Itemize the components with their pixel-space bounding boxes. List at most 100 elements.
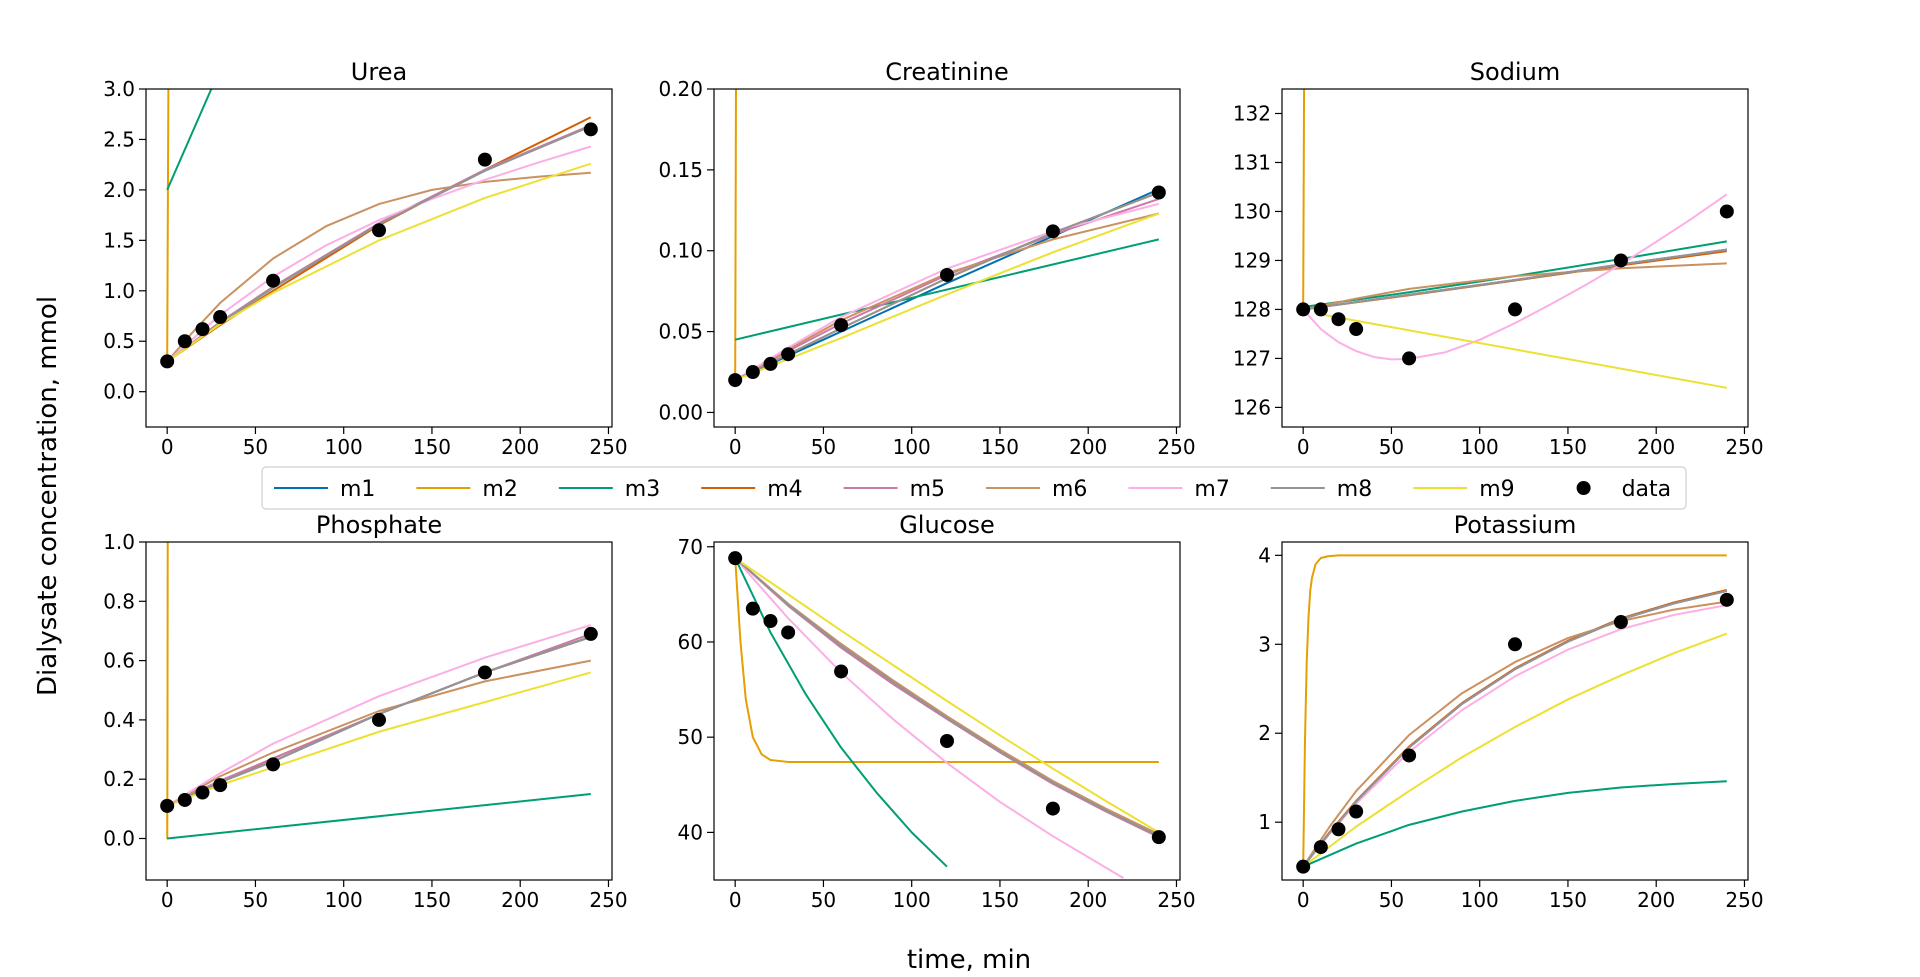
potassium-series-m3 bbox=[1302, 780, 1727, 868]
legend-label: m6 bbox=[1052, 477, 1087, 502]
potassium-title: Potassium bbox=[1454, 511, 1577, 539]
potassium-y-tick-label: 1 bbox=[1258, 810, 1271, 834]
urea-data-point bbox=[160, 354, 175, 369]
phosphate-y-tick-label: 0.8 bbox=[103, 589, 135, 613]
phosphate-series-m8 bbox=[166, 635, 592, 807]
phosphate-series-m6 bbox=[166, 659, 592, 807]
legend-label: data bbox=[1622, 477, 1672, 502]
legend-entry-m3: m3 bbox=[558, 477, 660, 502]
sodium-title: Sodium bbox=[1470, 58, 1560, 86]
urea-series-m5 bbox=[166, 124, 592, 363]
urea-x-tick-label: 100 bbox=[325, 435, 363, 459]
phosphate-data-point bbox=[583, 626, 598, 641]
phosphate-x-tick-label: 150 bbox=[413, 888, 451, 912]
sodium-y-tick-label: 126 bbox=[1233, 395, 1271, 419]
creatinine-series-m1 bbox=[734, 188, 1160, 382]
urea-series-m6 bbox=[166, 171, 591, 363]
creatinine-series-m3 bbox=[734, 238, 1160, 341]
phosphate-series-m2 bbox=[166, 542, 169, 840]
legend-label: m7 bbox=[1194, 477, 1229, 502]
sodium-x-tick-label: 0 bbox=[1297, 435, 1310, 459]
glucose-x-tick-label: 250 bbox=[1157, 888, 1195, 912]
potassium-series-m6 bbox=[1302, 600, 1727, 868]
glucose-data-point bbox=[728, 551, 743, 566]
sodium-series-m8 bbox=[1303, 248, 1727, 311]
creatinine-y-tick-label: 0.05 bbox=[658, 320, 703, 344]
urea-y-tick-label: 1.0 bbox=[103, 279, 135, 303]
legend-entry-m4: m4 bbox=[701, 477, 803, 502]
creatinine-series-m9 bbox=[734, 212, 1160, 382]
glucose-plot-area bbox=[728, 551, 1166, 879]
urea-data-point bbox=[213, 310, 228, 325]
potassium-x-tick-label: 150 bbox=[1549, 888, 1587, 912]
potassium-series-m1 bbox=[1302, 589, 1728, 868]
panel-creatinine: Creatinine 0 50 100 150 200 250 0.00 0.05 0.10 0.1… bbox=[658, 58, 1195, 459]
sodium-data-point bbox=[1349, 322, 1364, 337]
creatinine-data-point bbox=[940, 267, 954, 282]
creatinine-y-tick-label: 0.10 bbox=[658, 239, 703, 263]
potassium-x-tick-label: 0 bbox=[1297, 888, 1310, 912]
potassium-y-tick-label: 3 bbox=[1258, 632, 1271, 656]
creatinine-y-tick-label: 0.00 bbox=[658, 400, 703, 424]
phosphate-y-tick-label: 0.4 bbox=[103, 708, 135, 732]
glucose-y-tick-label: 40 bbox=[678, 820, 703, 844]
urea-series-m7 bbox=[166, 145, 592, 363]
phosphate-y-tick-label: 0.2 bbox=[103, 767, 135, 791]
sodium-y-tick-label: 128 bbox=[1233, 297, 1271, 321]
creatinine-x-tick-label: 0 bbox=[729, 435, 742, 459]
potassium-data-point bbox=[1313, 840, 1328, 855]
creatinine-y-tick-label: 0.20 bbox=[658, 77, 703, 101]
creatinine-data-point bbox=[1045, 224, 1060, 239]
urea-data-point bbox=[477, 152, 492, 167]
urea-data-point bbox=[195, 322, 210, 337]
sodium-x-tick-label: 50 bbox=[1379, 435, 1404, 459]
potassium-data-point bbox=[1296, 859, 1311, 874]
glucose-data-point bbox=[940, 733, 954, 748]
glucose-x-tick-label: 0 bbox=[729, 888, 742, 912]
sodium-axes-frame bbox=[1281, 88, 1749, 428]
phosphate-plot-area bbox=[160, 542, 598, 840]
urea-axes-frame bbox=[145, 88, 613, 428]
sodium-data-point bbox=[1508, 302, 1522, 317]
phosphate-series-m7 bbox=[166, 624, 592, 807]
sodium-data-point bbox=[1331, 312, 1346, 327]
glucose-x-tick-label: 200 bbox=[1069, 888, 1107, 912]
creatinine-x-tick-label: 250 bbox=[1157, 435, 1195, 459]
potassium-data-point bbox=[1331, 822, 1346, 837]
potassium-y-tick-label: 2 bbox=[1258, 721, 1271, 745]
urea-plot-area bbox=[160, 89, 598, 369]
potassium-series-m9 bbox=[1302, 632, 1728, 868]
creatinine-data-point bbox=[763, 356, 778, 371]
potassium-series-m8 bbox=[1302, 589, 1728, 868]
sodium-x-tick-label: 150 bbox=[1549, 435, 1587, 459]
creatinine-series-m5 bbox=[734, 198, 1160, 381]
legend-entry-m1: m1 bbox=[274, 477, 375, 502]
potassium-axes-frame bbox=[1281, 541, 1749, 881]
potassium-x-tick-label: 200 bbox=[1637, 888, 1675, 912]
glucose-series-m7 bbox=[734, 557, 1125, 879]
glucose-axes-frame bbox=[713, 541, 1181, 881]
urea-x-tick-label: 50 bbox=[243, 435, 268, 459]
legend-entry-m8: m8 bbox=[1270, 477, 1372, 502]
phosphate-data-point bbox=[160, 798, 175, 813]
glucose-series-m9 bbox=[734, 557, 1160, 834]
potassium-data-point bbox=[1349, 804, 1364, 819]
legend-entry-m9: m9 bbox=[1413, 477, 1515, 502]
phosphate-x-tick-label: 0 bbox=[161, 888, 174, 912]
legend-entry-m2: m2 bbox=[416, 477, 518, 502]
urea-y-tick-label: 3.0 bbox=[103, 77, 135, 101]
phosphate-data-point bbox=[266, 757, 281, 772]
urea-series-m9 bbox=[166, 162, 592, 363]
glucose-series-m6 bbox=[734, 557, 1160, 836]
urea-title: Urea bbox=[351, 58, 407, 86]
potassium-data-point bbox=[1508, 637, 1522, 652]
urea-data-point bbox=[583, 122, 598, 137]
urea-series-m2 bbox=[166, 89, 170, 362]
glucose-x-tick-label: 50 bbox=[811, 888, 836, 912]
panel-potassium: Potassium 0 50 100 150 200 250 1 2 3 4 bbox=[1258, 511, 1763, 912]
urea-y-tick-label: 1.5 bbox=[103, 228, 135, 252]
glucose-data-point bbox=[1045, 801, 1060, 816]
glucose-y-tick-label: 50 bbox=[678, 725, 703, 749]
urea-data-point bbox=[372, 223, 386, 238]
